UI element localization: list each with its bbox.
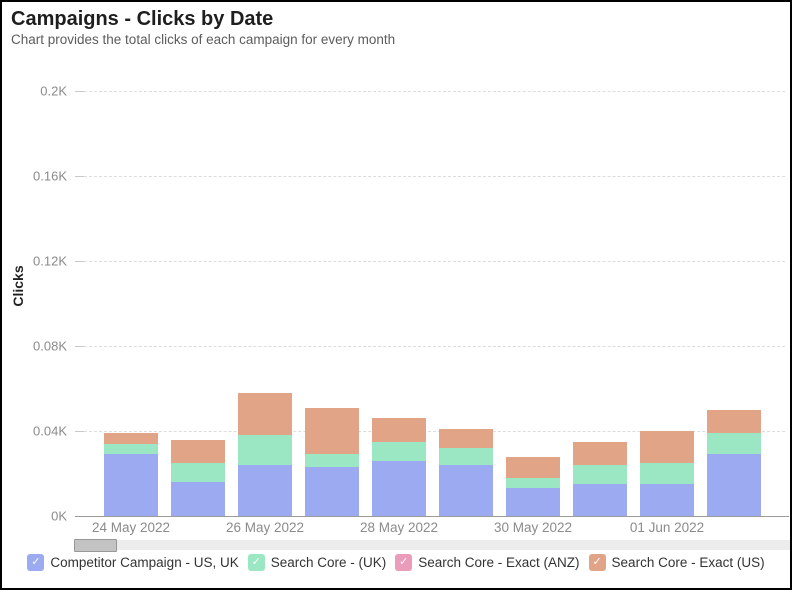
x-tick-label: 28 May 2022: [359, 520, 439, 535]
bar-segment[interactable]: [573, 465, 627, 485]
y-tick-mark: [75, 431, 86, 432]
y-axis-title: Clicks: [10, 265, 26, 307]
bar-segment[interactable]: [707, 433, 761, 455]
y-tick-label: 0.08K: [33, 338, 67, 354]
legend-item-label: Search Core - Exact (US): [611, 555, 765, 570]
horizontal-scrollbar-track[interactable]: [74, 539, 790, 552]
bar-segment[interactable]: [439, 428, 493, 448]
gridline: [84, 346, 785, 347]
bar-segment[interactable]: [439, 448, 493, 465]
bar-segment[interactable]: [171, 462, 225, 482]
legend-checkbox-check-icon[interactable]: ✓: [27, 554, 45, 571]
legend-item-label: Search Core - Exact (ANZ): [418, 555, 580, 570]
y-tick-mark: [75, 91, 86, 92]
y-tick-label: 0.16K: [33, 168, 67, 184]
legend-item-label: Competitor Campaign - US, UK: [50, 555, 239, 570]
gridline: [84, 91, 785, 92]
x-tick-label: 24 May 2022: [91, 520, 171, 535]
bar-segment[interactable]: [640, 431, 694, 463]
bar-segment[interactable]: [640, 462, 694, 485]
page-title: Campaigns - Clicks by Date: [11, 8, 274, 30]
bar-segment[interactable]: [238, 392, 292, 436]
bar-segment[interactable]: [707, 454, 761, 516]
y-tick-label: 0.2K: [40, 83, 67, 99]
bar-segment[interactable]: [439, 465, 493, 516]
page-subtitle: Chart provides the total clicks of each …: [11, 32, 396, 47]
bar-segment[interactable]: [104, 443, 158, 455]
bar-segment[interactable]: [104, 433, 158, 444]
bar-segment[interactable]: [506, 477, 560, 489]
legend-checkbox-check-icon[interactable]: ✓: [395, 554, 413, 571]
bar-segment[interactable]: [372, 418, 426, 442]
bar-segment[interactable]: [171, 439, 225, 463]
bar-segment[interactable]: [573, 484, 627, 516]
bar-segment[interactable]: [506, 456, 560, 478]
y-tick-label: 0K: [51, 508, 67, 524]
bar-segment[interactable]: [573, 441, 627, 465]
bar-segment[interactable]: [372, 441, 426, 461]
bar-segment[interactable]: [372, 460, 426, 516]
bar-segment[interactable]: [171, 482, 225, 516]
y-tick-mark: [75, 261, 86, 262]
bar-segment[interactable]: [506, 488, 560, 516]
x-tick-label: 26 May 2022: [225, 520, 305, 535]
legend-checkbox-check-icon[interactable]: ✓: [247, 554, 265, 571]
legend-item[interactable]: ✓ Search Core - Exact (US): [588, 554, 765, 571]
bar-segment[interactable]: [640, 484, 694, 516]
bar-segment[interactable]: [305, 467, 359, 516]
x-axis-line: [75, 516, 789, 517]
legend-checkbox-check-icon[interactable]: ✓: [588, 554, 606, 571]
bar-segment[interactable]: [305, 454, 359, 468]
x-tick-label: 30 May 2022: [493, 520, 573, 535]
chart-header: Campaigns - Clicks by Date Chart provide…: [11, 7, 395, 47]
gridline: [84, 261, 785, 262]
bar-segment[interactable]: [238, 465, 292, 516]
legend-item[interactable]: ✓ Competitor Campaign - US, UK: [27, 554, 239, 571]
y-tick-mark: [75, 346, 86, 347]
legend-item[interactable]: ✓ Search Core - (UK): [247, 554, 387, 571]
gridline: [84, 431, 785, 432]
y-tick-mark: [75, 176, 86, 177]
bar-segment[interactable]: [305, 407, 359, 455]
legend: ✓ Competitor Campaign - US, UK ✓ Search Cor…: [2, 554, 790, 571]
horizontal-scrollbar-thumb[interactable]: [74, 539, 117, 552]
x-tick-label: 01 Jun 2022: [629, 520, 705, 535]
bar-segment[interactable]: [707, 409, 761, 434]
legend-item-label: Search Core - (UK): [270, 555, 387, 570]
bar-segment[interactable]: [104, 454, 158, 516]
legend-item[interactable]: ✓ Search Core - Exact (ANZ): [395, 554, 580, 571]
gridline: [84, 176, 785, 177]
bar-segment[interactable]: [238, 435, 292, 465]
y-tick-label: 0.12K: [33, 253, 67, 269]
y-tick-label: 0.04K: [33, 423, 67, 439]
